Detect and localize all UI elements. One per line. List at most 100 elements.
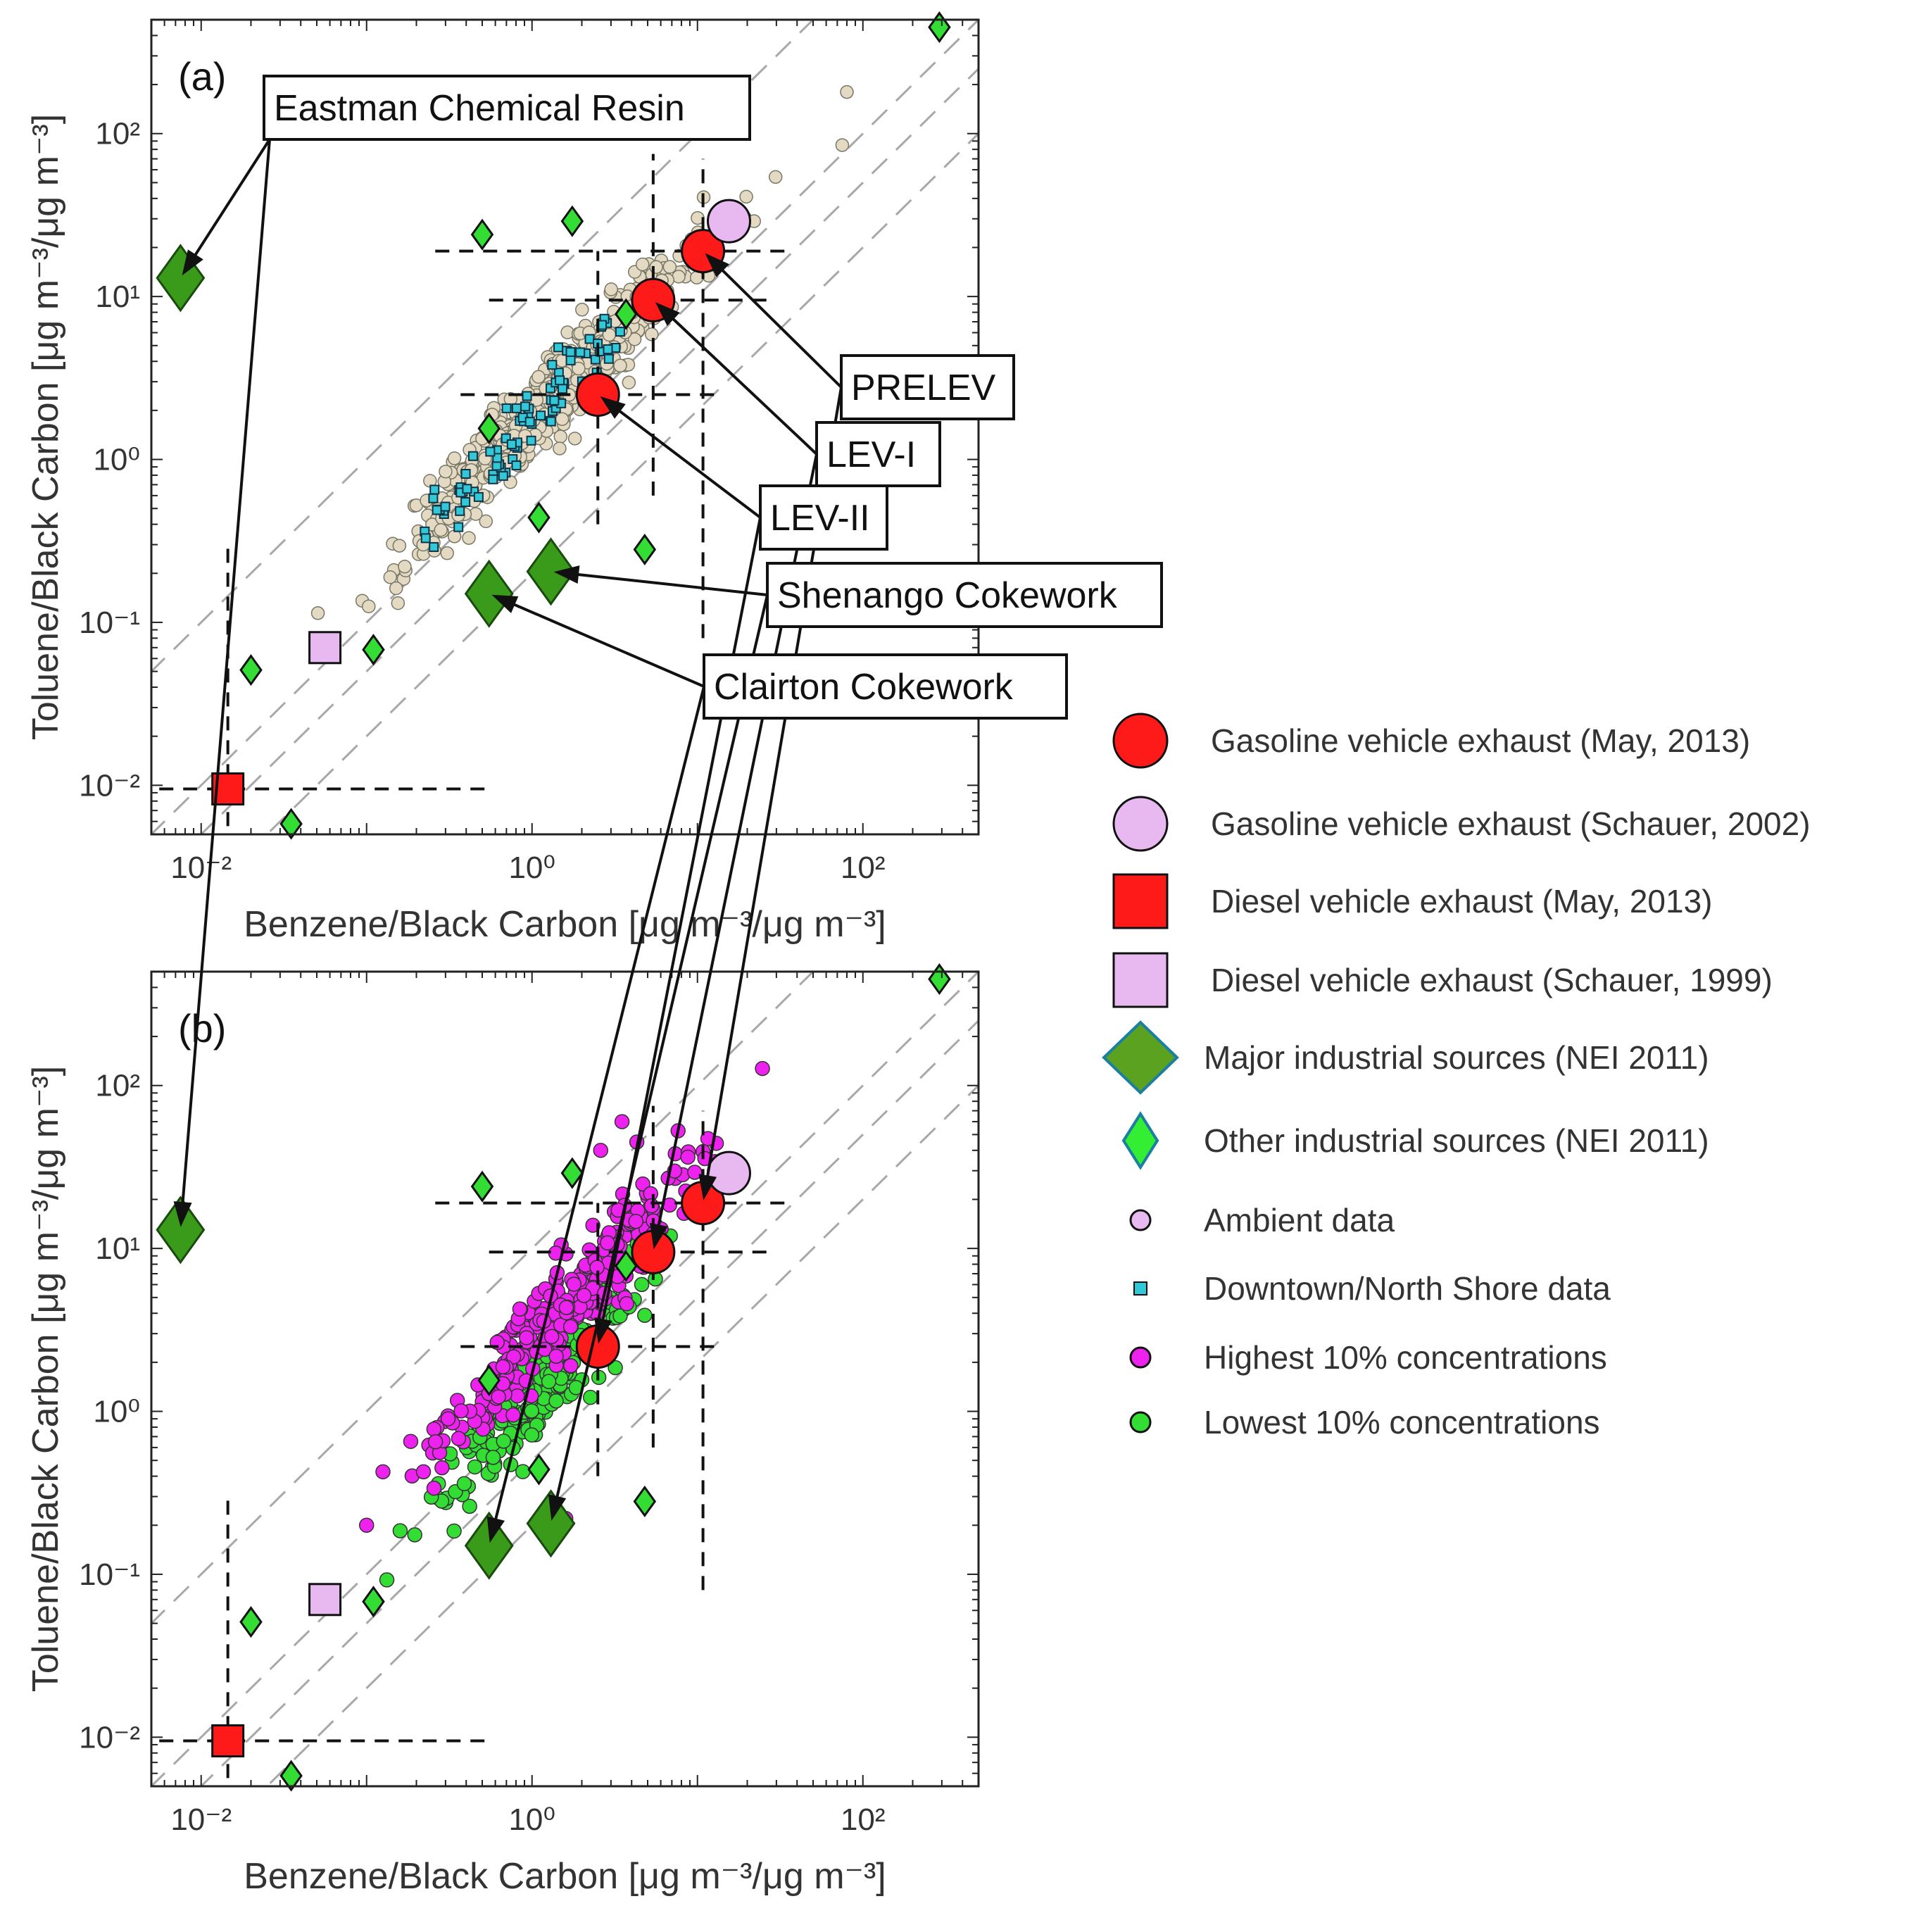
callout-arrow-line — [510, 601, 705, 688]
legend-marker — [1112, 713, 1169, 769]
ambient-point — [447, 451, 462, 465]
ambient-point — [768, 170, 783, 184]
ratio-line-3 — [199, 67, 979, 834]
callout-box — [766, 562, 1163, 628]
downtown-point — [522, 391, 532, 401]
callout-label: Eastman Chemical Resin — [274, 88, 685, 129]
downtown-point — [460, 468, 471, 479]
ambient-point — [840, 84, 854, 99]
callout-box — [263, 75, 751, 141]
callout-arrow-head — [553, 565, 580, 584]
plot-area — [151, 20, 979, 834]
ambient-point — [572, 361, 586, 376]
other-marker — [615, 1250, 638, 1282]
downtown-point — [603, 344, 613, 354]
downtown-point — [440, 501, 451, 512]
legend-entry: Gasoline vehicle exhaust (May, 2013) — [1112, 713, 1750, 769]
other-marker — [470, 218, 494, 251]
downtown-point — [547, 360, 558, 370]
panel-a: 10⁻² 10⁰ 10² 10⁻² 10⁻¹ 10⁰ 10¹ 10² Benzene/Black… — [25, 11, 1163, 945]
ambient-point — [383, 570, 398, 584]
downtown-point — [558, 384, 568, 394]
callout-arrow-head — [548, 1494, 567, 1521]
legend-entry: Diesel vehicle exhaust (Schauer, 1999) — [1112, 952, 1773, 1008]
shenango-cokework-marker — [526, 537, 576, 606]
highest-point — [505, 1407, 521, 1423]
ambient-point — [462, 531, 476, 545]
downtown-point — [467, 451, 478, 461]
callout-arrow-head — [655, 302, 680, 327]
downtown-point — [473, 491, 484, 502]
ambient-point — [389, 581, 403, 596]
downtown-point — [460, 497, 471, 508]
legend-marker — [1112, 952, 1169, 1008]
other-marker — [239, 1606, 263, 1638]
highest-point — [453, 1403, 469, 1419]
callout-box — [815, 421, 941, 487]
callout-arrow-head — [182, 249, 203, 276]
panel-label: (b) — [178, 1006, 226, 1050]
ambient-point — [439, 464, 453, 479]
highest-point — [614, 1114, 630, 1129]
y-tick-label: 10² — [95, 1069, 140, 1103]
lowest-point — [496, 1434, 512, 1449]
legend-label: Downtown/North Shore data — [1204, 1270, 1611, 1307]
lowest-point — [548, 1393, 564, 1409]
legend-entry: Lowest 10% concentrations — [1129, 1404, 1600, 1441]
x-axis-title: Benzene/Black Carbon [μg m⁻³/μg m⁻³] — [244, 1856, 886, 1897]
legend-marker — [1133, 1281, 1147, 1296]
callout-arrow-head — [705, 253, 730, 277]
highest-point — [403, 1434, 419, 1449]
downtown-point — [462, 484, 472, 494]
axes-box — [150, 18, 980, 836]
callout-label: LEV-II — [770, 498, 870, 539]
lowest-point — [524, 1427, 540, 1443]
highest-point — [510, 1388, 525, 1404]
legend-marker — [1129, 1346, 1152, 1369]
ratio-line-1 — [151, 972, 815, 1625]
callout-label: PRELEV — [851, 368, 996, 408]
highest-point — [512, 1301, 528, 1317]
highest-point — [451, 1431, 467, 1446]
callout-arrow-line — [555, 594, 769, 1501]
legend-label: Lowest 10% concentrations — [1204, 1404, 1600, 1441]
diesel-marker — [308, 1583, 342, 1617]
downtown-point — [455, 506, 465, 516]
legend-marker — [1129, 1209, 1152, 1231]
downtown-point — [615, 327, 625, 337]
ambient-point — [567, 432, 582, 446]
ratio-line-3 — [199, 1019, 979, 1786]
callout-arrow-head — [600, 396, 626, 419]
callout-clairton-cokework: Clairton Cokework — [486, 653, 1068, 1543]
x-tick-label: 10⁰ — [508, 1802, 555, 1837]
downtown-point — [526, 435, 536, 446]
panel-b: 10⁻² 10⁰ 10² 10⁻² 10⁻¹ 10⁰ 10¹ 10² Benzene/Black… — [25, 75, 1163, 1897]
ambient-point — [575, 303, 589, 317]
ambient-point — [440, 546, 454, 560]
highest-point — [543, 1329, 560, 1345]
highest-point — [558, 1300, 574, 1315]
x-tick-label: 10⁰ — [508, 851, 555, 885]
x-tick-label: 10⁻² — [170, 851, 232, 885]
legend-entry: Diesel vehicle exhaust (May, 2013) — [1112, 873, 1712, 929]
legend-marker — [1112, 873, 1169, 929]
highest-point — [619, 1296, 634, 1312]
highest-point — [628, 1213, 644, 1229]
legend-label: Diesel vehicle exhaust (Schauer, 1999) — [1211, 962, 1773, 998]
ambient-point — [362, 599, 376, 614]
y-tick-label: 10⁻¹ — [79, 606, 140, 640]
callout-label: Clairton Cokework — [714, 667, 1014, 708]
lowest-point — [392, 1523, 408, 1538]
highest-point — [680, 1149, 696, 1165]
callout-box — [759, 484, 888, 551]
downtown-point — [488, 474, 498, 484]
callout-prelev: PRELEV — [698, 354, 1015, 1200]
downtown-point — [549, 395, 560, 406]
lowest-point — [485, 1450, 501, 1465]
downtown-point — [553, 342, 564, 353]
legend-label: Highest 10% concentrations — [1204, 1339, 1607, 1376]
x-axis-title: Benzene/Black Carbon [μg m⁻³/μg m⁻³] — [244, 904, 886, 945]
callout-box — [703, 653, 1068, 720]
other-marker — [560, 1157, 584, 1189]
